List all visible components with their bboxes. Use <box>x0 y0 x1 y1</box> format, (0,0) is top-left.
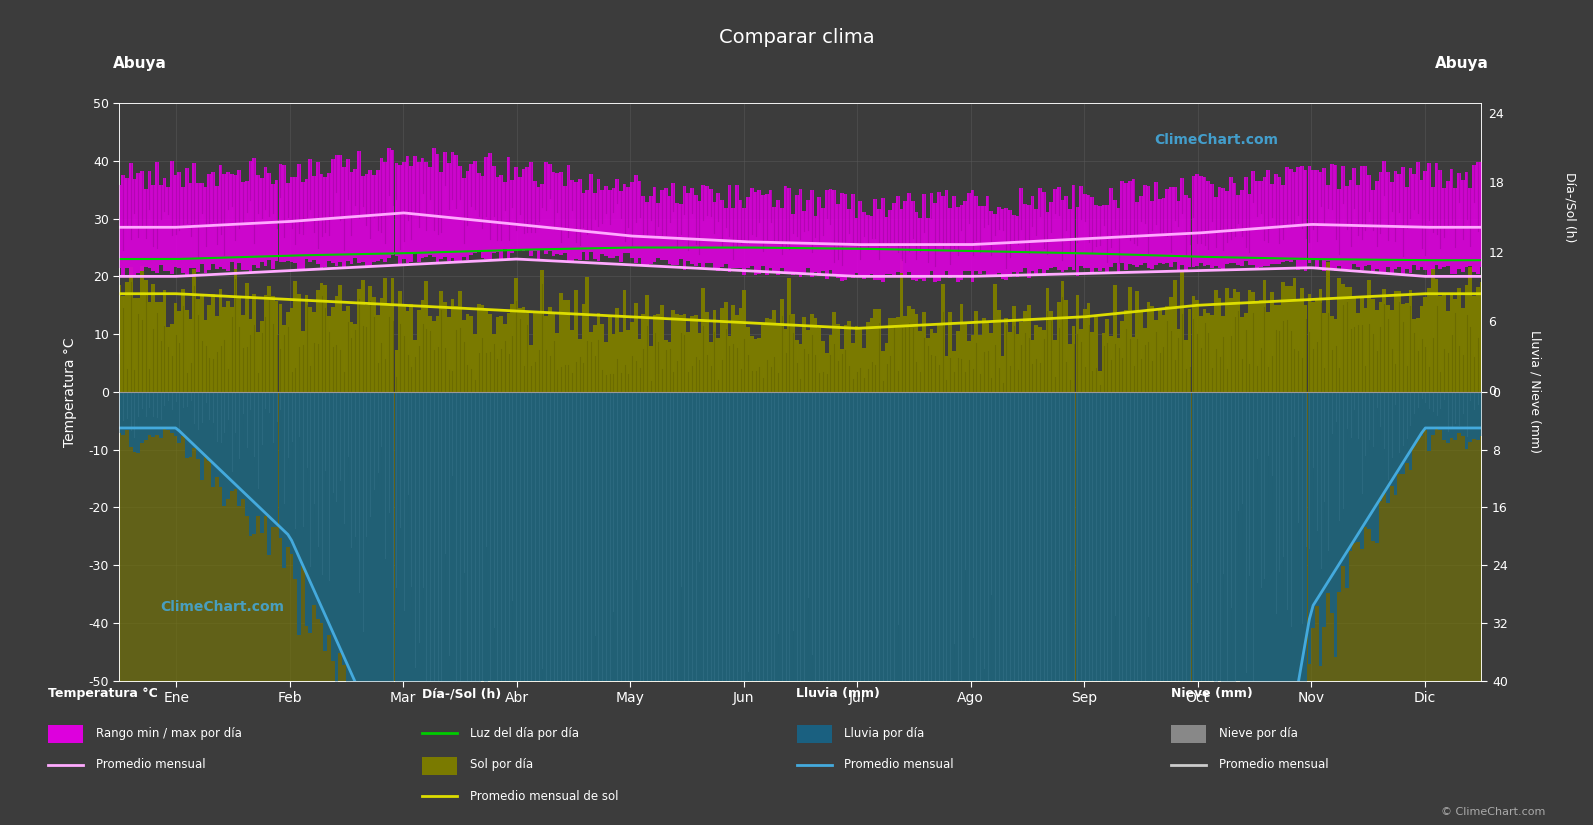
Text: Promedio mensual de sol: Promedio mensual de sol <box>470 790 618 803</box>
Text: Día-/Sol (h): Día-/Sol (h) <box>1563 172 1577 243</box>
Text: © ClimeChart.com: © ClimeChart.com <box>1440 807 1545 817</box>
Text: ClimeChart.com: ClimeChart.com <box>1155 133 1279 147</box>
Y-axis label: Lluvia / Nieve (mm): Lluvia / Nieve (mm) <box>1529 330 1542 454</box>
Text: Día-/Sol (h): Día-/Sol (h) <box>422 687 502 700</box>
Y-axis label: Temperatura °C: Temperatura °C <box>64 337 78 446</box>
Text: 6: 6 <box>1488 316 1496 329</box>
Text: Lluvia por día: Lluvia por día <box>844 727 924 740</box>
Text: Nieve (mm): Nieve (mm) <box>1171 687 1252 700</box>
Text: Lluvia (mm): Lluvia (mm) <box>796 687 881 700</box>
Text: 18: 18 <box>1488 177 1504 191</box>
Text: 12: 12 <box>1488 247 1504 260</box>
Text: Nieve por día: Nieve por día <box>1219 727 1298 740</box>
Text: Rango min / max por día: Rango min / max por día <box>96 727 242 740</box>
Text: Promedio mensual: Promedio mensual <box>844 758 954 771</box>
Text: 24: 24 <box>1488 108 1504 121</box>
Text: ClimeChart.com: ClimeChart.com <box>161 601 284 615</box>
Text: Abuya: Abuya <box>113 56 167 72</box>
Text: Abuya: Abuya <box>1434 56 1488 72</box>
Text: Luz del día por día: Luz del día por día <box>470 727 578 740</box>
Text: Temperatura °C: Temperatura °C <box>48 687 158 700</box>
Text: Promedio mensual: Promedio mensual <box>1219 758 1329 771</box>
Text: 0: 0 <box>1488 385 1496 398</box>
Text: Comparar clima: Comparar clima <box>718 27 875 47</box>
Text: Sol por día: Sol por día <box>470 758 534 771</box>
Text: Promedio mensual: Promedio mensual <box>96 758 205 771</box>
